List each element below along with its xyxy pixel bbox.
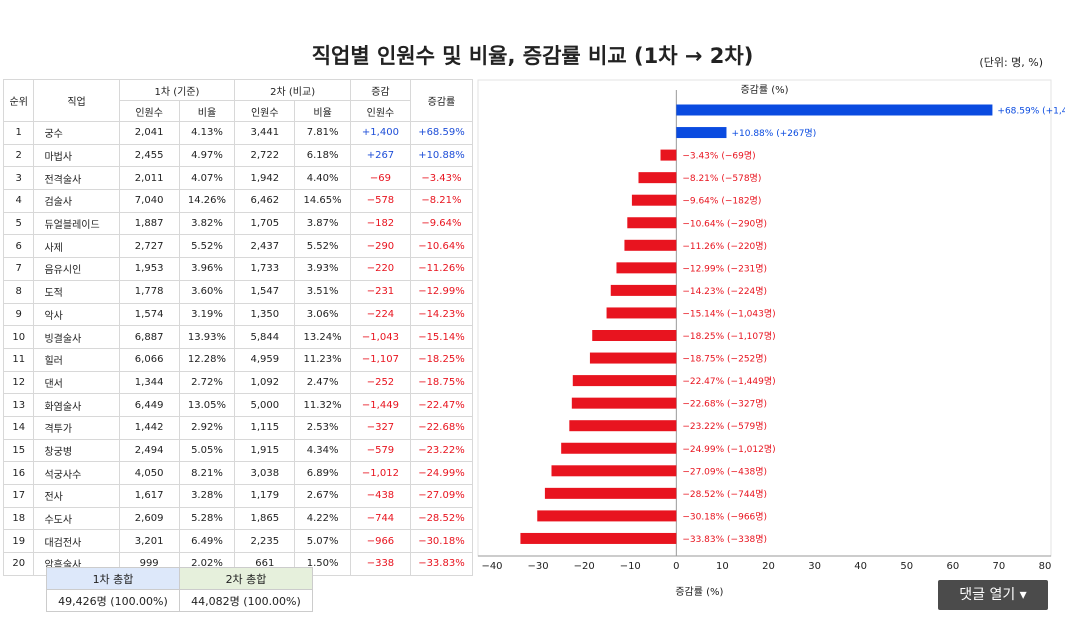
x-tick-label: 80 [1039,561,1052,572]
bar [606,307,677,319]
bar [569,420,677,432]
header-count-1: 인원수 [118,100,180,122]
bar [537,510,677,522]
bar-label: −27.09% (−438명) [682,466,767,477]
bar [631,194,677,206]
table-row: 7 음유시인 1,953 3.96% 1,733 3.93% −220 −11.26% [2,257,474,281]
bar [676,127,727,139]
count2-cell: 1,350 [234,302,296,327]
header-ratio-1: 비율 [178,100,236,122]
bar [571,397,677,409]
summary-second-value: 44,082명 (100.00%) [179,589,313,612]
bar-label: −22.47% (−1,449명) [682,376,775,387]
unit-note: (단위: 명, %) [979,56,1043,69]
table-row: 10 빙결술사 6,887 13.93% 5,844 13.24% −1,043 −15.14… [2,325,474,349]
bar [616,262,677,274]
x-tick-label: 40 [854,561,867,572]
bar-label: −3.43% (−69명) [682,151,755,162]
rank-table: 순위 직업 1차 (기준) 2차 (비교) 증감 증감률 인원수 비율 인원수 … [2,79,474,576]
table-row: 17 전사 1,617 3.28% 1,179 2.67% −438 −27.09% [2,484,474,508]
bar-label: −30.18% (−966명) [682,511,767,522]
bar-label: −15.14% (−1,043명) [682,308,775,319]
chart-title: 증감률 (%) [740,84,788,96]
bar [589,352,677,364]
bar-label: −24.99% (−1,012명) [682,444,775,455]
count2-cell: 1,915 [234,438,296,463]
x-tick-label: −20 [574,561,595,572]
table-row: 9 악사 1,574 3.19% 1,350 3.06% −224 −14.23% [2,302,474,327]
rate-cell: −14.23% [409,302,474,327]
x-tick-label: 50 [900,561,913,572]
bar [676,104,993,116]
header-ratio-2: 비율 [294,100,351,122]
table-row: 16 석궁사수 4,050 8.21% 3,038 6.89% −1,012 −24.99% [2,461,474,485]
header-count-2: 인원수 [234,100,296,122]
comment-open-button[interactable]: 댓글 열기 ▾ [938,580,1048,610]
table-row: 14 격투가 1,442 2.92% 1,115 2.53% −327 −22.68% [2,415,474,440]
table-row: 8 도적 1,778 3.60% 1,547 3.51% −231 −12.99% [2,279,474,304]
rank-cell: 15 [2,438,35,463]
bar-label: −28.52% (−744명) [682,489,767,500]
header-change: 증감 [349,79,411,101]
x-tick-label: 20 [762,561,775,572]
x-tick-label: 30 [808,561,821,572]
header-job: 직업 [33,79,120,122]
rank-cell: 20 [2,552,35,576]
bar [561,442,677,454]
x-axis-label: 증감률 (%) [675,586,723,598]
x-tick-label: −30 [528,561,549,572]
bar-label: −22.68% (−327명) [682,399,767,410]
table-row: 5 듀얼블레이드 1,887 3.82% 1,705 3.87% −182 −9.64% [2,211,474,236]
x-tick-label: 0 [673,561,679,572]
header-rank: 순위 [2,79,35,122]
table-row: 19 대검전사 3,201 6.49% 2,235 5.07% −966 −30.18% [2,529,474,554]
x-tick-label: 10 [716,561,729,572]
bar-label: −12.99% (−231명) [682,263,767,274]
x-tick-label: 60 [946,561,959,572]
bar [624,239,677,251]
bar [520,532,677,544]
table-row: 3 전격술사 2,011 4.07% 1,942 4.40% −69 −3.43% [2,166,474,191]
bar-label: −8.21% (−578명) [682,173,761,184]
rate-cell: −33.83% [409,552,474,576]
x-tick-label: −40 [481,561,502,572]
bar [627,217,677,229]
table-row: 15 창궁병 2,494 5.05% 1,915 4.34% −579 −23.22% [2,438,474,463]
summary-second-label: 2차 총합 [179,567,313,590]
bar-label: −23.22% (−579명) [682,421,767,432]
bar [660,149,677,161]
table-row: 2 마법사 2,455 4.97% 2,722 6.18% +267 +10.88% [2,143,474,168]
summary-first-value: 49,426명 (100.00%) [46,589,180,612]
bar [610,284,677,296]
bar-label: +68.59% (+1,400명) [997,106,1065,117]
x-tick-label: 70 [993,561,1006,572]
page-title: 직업별 인원수 및 비율, 증감률 비교 (1차 → 2차) [311,44,754,68]
bar [544,487,677,499]
rank-cell: 2 [2,143,35,168]
x-tick-label: −10 [620,561,641,572]
bar-label: −14.23% (−224명) [682,286,767,297]
bar-label: −10.64% (−290명) [682,218,767,229]
table-row: 6 사제 2,727 5.52% 2,437 5.52% −290 −10.64% [2,234,474,259]
bar [551,465,677,477]
header-first: 1차 (기준) [118,79,236,101]
bar-label: −18.75% (−252명) [682,354,767,365]
count1-cell: 2,455 [118,143,180,168]
summary-table: 1차 총합 2차 총합 49,426명 (100.00%) 44,082명 (1… [46,567,313,612]
header-rate: 증감률 [409,79,474,122]
header-second: 2차 (비교) [234,79,351,101]
table-row: 1 궁수 2,041 4.13% 3,441 7.81% +1,400 +68.59% [2,121,474,145]
bar-label: −11.26% (−220명) [682,241,767,252]
header-count-change: 인원수 [349,100,411,122]
table-row: 11 힐러 6,066 12.28% 4,959 11.23% −1,107 −18.25% [2,347,474,372]
bar-label: −33.83% (−338명) [682,534,767,545]
bar-label: −18.25% (−1,107명) [682,331,775,342]
bar [592,330,677,341]
bar [638,172,677,184]
bar [572,375,677,387]
bar-label: +10.88% (+267명) [731,128,816,139]
bar-label: −9.64% (−182명) [682,196,761,207]
